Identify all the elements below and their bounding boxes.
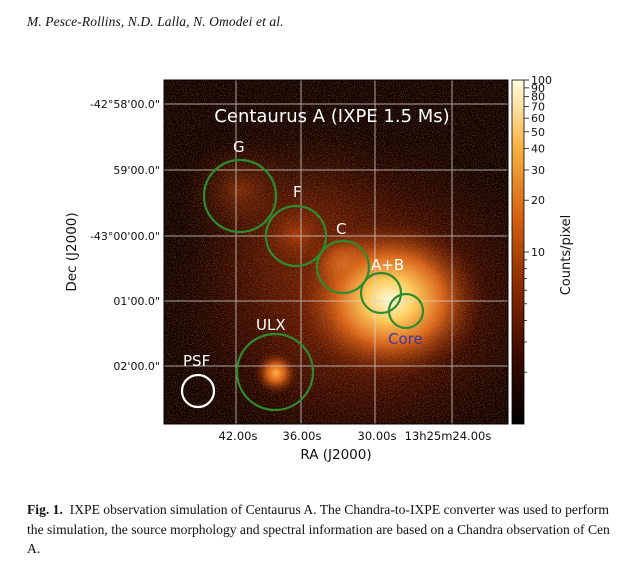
colorbar-tick-label: 80 — [531, 91, 545, 104]
colorbar-tick-label: 10 — [531, 246, 545, 259]
colorbar-tick-label: 40 — [531, 142, 545, 155]
region-label-psf: PSF — [183, 352, 210, 370]
x-axis-label: RA (J2000) — [300, 447, 371, 463]
caption-label: Fig. 1. — [27, 502, 63, 517]
colorbar-tick-label: 70 — [531, 101, 545, 114]
region-core-circle — [387, 292, 425, 330]
figure-caption: Fig. 1. IXPE observation simulation of C… — [27, 500, 617, 559]
colorbar-tick-label: 30 — [531, 164, 545, 177]
x-tick-label: 30.00s — [358, 429, 397, 443]
region-label-ulx: ULX — [256, 316, 286, 334]
x-tick-label: 36.00s — [283, 429, 322, 443]
colorbar-tick-label: 50 — [531, 126, 545, 139]
colorbar-label: Counts/pixel — [559, 215, 574, 296]
region-label-core: Core — [388, 330, 423, 348]
region-c-circle — [315, 239, 371, 295]
psf-circle — [180, 373, 216, 409]
region-f-circle — [264, 204, 328, 268]
region-label-f: F — [293, 183, 302, 201]
y-axis-label: Dec (J2000) — [64, 212, 80, 291]
figure-cen-a-simulation: Centaurus A (IXPE 1.5 Ms) G F C A+B Core… — [64, 74, 574, 463]
y-tick-label: 01'00.0" — [113, 295, 160, 308]
region-ab-circle — [359, 271, 403, 315]
y-tick-label: -43°00'00.0" — [90, 230, 160, 243]
colorbar-tick-label: 90 — [531, 82, 545, 95]
caption-text: IXPE observation simulation of Centaurus… — [27, 502, 610, 556]
y-tick-label: -42°58'00.0" — [90, 98, 160, 111]
colorbar-tick-label: 100 — [531, 74, 552, 87]
sky-image — [164, 80, 508, 424]
region-label-c: C — [336, 220, 346, 238]
region-circles — [180, 158, 425, 412]
region-g-circle — [202, 158, 278, 234]
region-label-ab: A+B — [371, 256, 404, 274]
colorbar-gradient — [511, 79, 525, 425]
running-header-authors: M. Pesce-Rollins, N.D. Lalla, N. Omodei … — [27, 14, 284, 29]
x-tick-label: 13h25m24.00s — [405, 429, 492, 443]
y-tick-label: 59'00.0" — [113, 164, 160, 177]
y-tick-label: 02'00.0" — [113, 360, 160, 373]
colorbar-tick-label: 60 — [531, 112, 545, 125]
region-label-g: G — [233, 138, 245, 156]
x-tick-label: 42.00s — [219, 429, 258, 443]
region-ulx-circle — [235, 332, 315, 412]
figure-title: Centaurus A (IXPE 1.5 Ms) — [214, 106, 449, 127]
colorbar-tick-label: 20 — [531, 194, 545, 207]
